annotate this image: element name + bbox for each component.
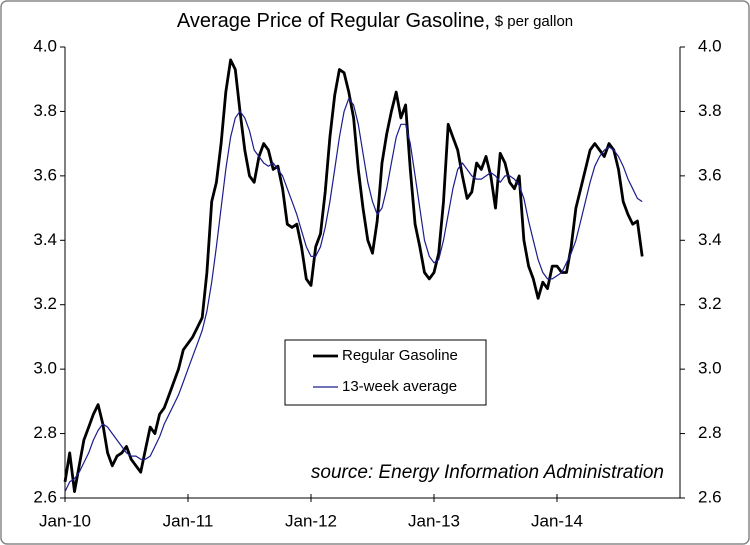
chart-title: Average Price of Regular Gasoline, $ per… <box>177 10 573 32</box>
y2-tick-label: 2.8 <box>698 423 722 442</box>
y-tick-label: 2.8 <box>33 423 57 442</box>
title-main: Average Price of Regular Gasoline, <box>177 10 490 32</box>
y-tick-label: 3.2 <box>33 294 57 313</box>
y2-tick-label: 3.0 <box>698 359 722 378</box>
y2-tick-label: 2.6 <box>698 487 722 506</box>
y2-tick-label: 3.2 <box>698 294 722 313</box>
legend-box <box>284 339 487 406</box>
y2-tick-label: 3.4 <box>698 230 722 249</box>
y2-tick-label: 3.8 <box>698 101 722 120</box>
y-tick-label: 3.6 <box>33 165 57 184</box>
y-tick-label: 3.4 <box>33 230 57 249</box>
y-tick-label: 2.6 <box>33 487 57 506</box>
y2-tick-label: 3.6 <box>698 165 722 184</box>
x-tick-label: Jan-13 <box>408 511 460 530</box>
subtitle: $ per gallon <box>495 13 573 30</box>
legend-label: Regular Gasoline <box>342 347 458 364</box>
y-tick-label: 3.0 <box>33 359 57 378</box>
source-annotation: source: Energy Information Administratio… <box>311 462 664 483</box>
y-tick-label: 4.0 <box>33 36 57 55</box>
legend-label: 13-week average <box>342 378 457 395</box>
series-line <box>64 97 643 492</box>
x-tick-label: Jan-10 <box>39 511 91 530</box>
x-tick-label: Jan-12 <box>285 511 337 530</box>
x-tick-label: Jan-14 <box>531 511 583 530</box>
x-tick-label: Jan-11 <box>163 511 214 530</box>
y2-tick-label: 4.0 <box>698 36 722 55</box>
series-line <box>63 58 644 493</box>
y-tick-label: 3.8 <box>33 101 57 120</box>
